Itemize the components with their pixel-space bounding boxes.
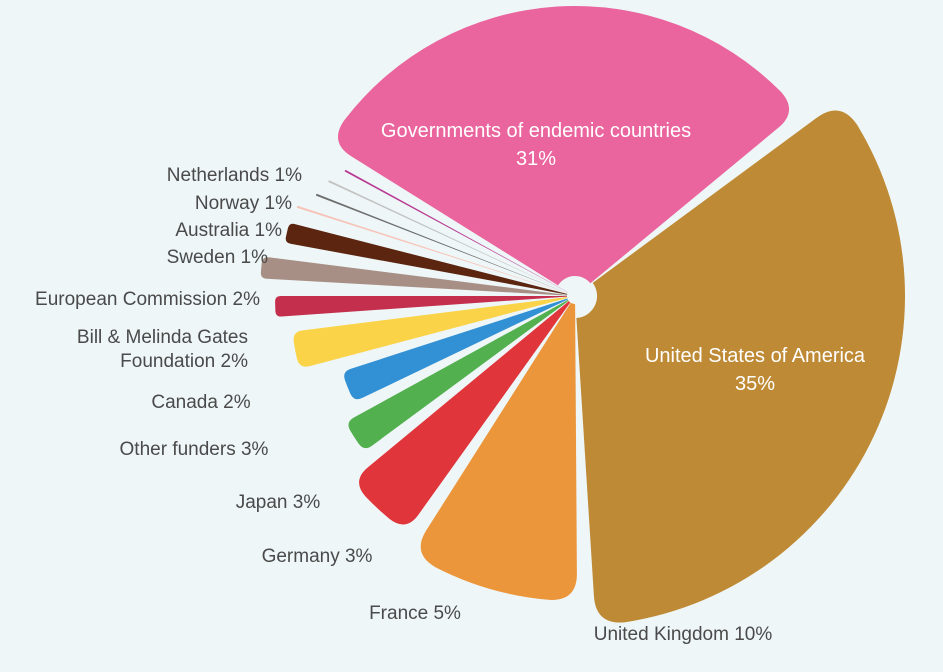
label-line1-japan: Japan 3% xyxy=(236,492,321,513)
slice-germany xyxy=(348,299,569,449)
label-other-funders: Other funders 3% xyxy=(120,439,269,460)
label-netherlands: Netherlands 1% xyxy=(167,165,302,186)
slice-european-commission xyxy=(285,223,568,295)
label-united-kingdom: United Kingdom 10% xyxy=(594,624,773,645)
label-governments-of-endemic-countries: Governments of endemic countries 31% xyxy=(381,120,691,170)
slice-france xyxy=(359,301,571,525)
label-line1-germany: Germany 3% xyxy=(262,546,373,567)
label-line1-france: France 5% xyxy=(369,603,461,624)
label-canada: Canada 2% xyxy=(151,392,250,413)
label-australia: Australia 1% xyxy=(175,220,282,241)
label-france: France 5% xyxy=(369,603,461,624)
slice-norway xyxy=(328,180,568,293)
label-sweden: Sweden 1% xyxy=(167,247,269,268)
label-line2-united-states-of-america: 35% xyxy=(735,373,775,395)
label-germany: Germany 3% xyxy=(262,546,373,567)
slice-netherlands xyxy=(344,169,568,293)
slice-united-kingdom xyxy=(420,302,577,600)
slice-japan xyxy=(344,298,568,400)
label-united-states-of-america: United States of America 35% xyxy=(645,345,866,395)
label-japan: Japan 3% xyxy=(236,492,321,513)
label-line1-netherlands: Netherlands 1% xyxy=(167,165,302,186)
label-line1-united-kingdom: United Kingdom 10% xyxy=(594,624,773,645)
slice-sweden xyxy=(296,205,568,294)
label-line1-australia: Australia 1% xyxy=(175,220,282,241)
slice-australia xyxy=(315,193,568,294)
label-line1-other-funders: Other funders 3% xyxy=(120,439,269,460)
slice-other-funders xyxy=(293,297,568,367)
label-line1-norway: Norway 1% xyxy=(195,193,292,214)
slice-united-states-of-america xyxy=(576,110,906,623)
label-line1-sweden: Sweden 1% xyxy=(167,247,269,268)
label-line1-canada: Canada 2% xyxy=(151,392,250,413)
label-line1-bill-and-melinda-gates-foundation: Bill & Melinda Gates xyxy=(77,327,248,348)
label-line1-european-commission: European Commission 2% xyxy=(35,289,260,310)
slice-canada xyxy=(275,296,567,317)
slice-bill-and-melinda-gates-foundation xyxy=(260,257,568,296)
label-line1-united-states-of-america: United States of America xyxy=(645,345,866,367)
label-line1-governments-of-endemic-countries: Governments of endemic countries xyxy=(381,120,691,142)
label-norway: Norway 1% xyxy=(195,193,292,214)
label-bill-and-melinda-gates-foundation: Bill & Melinda Gates Foundation 2% xyxy=(77,327,248,372)
label-european-commission: European Commission 2% xyxy=(35,289,260,310)
slice-governments-of-endemic-countries xyxy=(337,6,790,286)
label-line2-bill-and-melinda-gates-foundation: Foundation 2% xyxy=(120,351,248,372)
label-line2-governments-of-endemic-countries: 31% xyxy=(516,148,556,170)
